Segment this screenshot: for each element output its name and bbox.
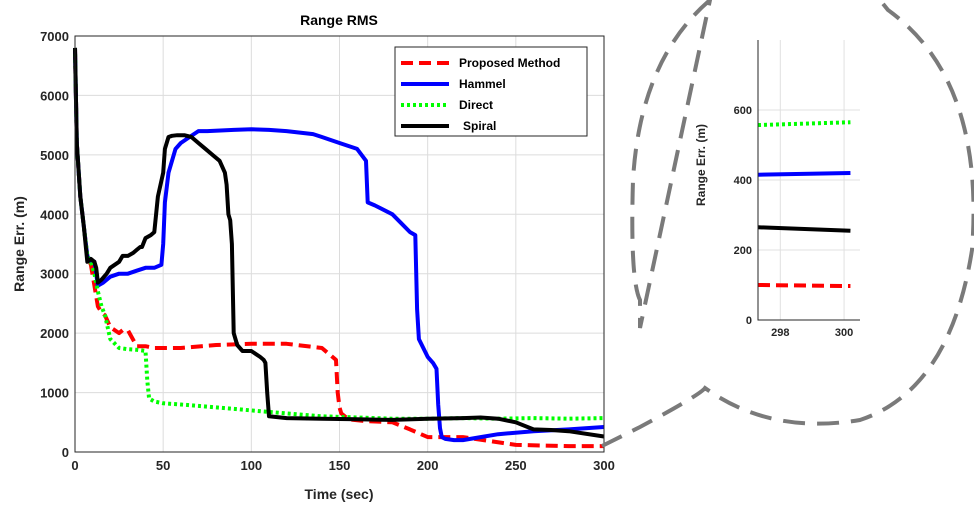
main-series-lines: [73, 47, 605, 449]
legend-label-proposed: Proposed Method: [459, 56, 560, 70]
x-tick-label: 250: [505, 458, 527, 473]
y-tick-label: 3000: [40, 267, 69, 282]
inset-tick-labels: 298 300 0 200 400 600: [734, 105, 854, 339]
x-tick-label: 200: [417, 458, 439, 473]
legend-label-hammel: Hammel: [459, 77, 506, 91]
legend-label-spiral: Spiral: [463, 119, 496, 133]
x-tick-label: 0: [71, 458, 78, 473]
y-tick-label: 4000: [40, 207, 69, 222]
zoom-callout-bubble: [601, 0, 974, 448]
inset-series-line-hammel: [757, 171, 851, 177]
legend: Proposed Method Hammel Direct Spiral: [394, 46, 588, 137]
inset-y-tick-label: 600: [734, 105, 752, 117]
series-line-spiral: [73, 47, 605, 439]
inset-series-lines: [757, 120, 851, 289]
inset-x-tick-label: 300: [835, 327, 853, 339]
series-line-proposed-method: [73, 47, 604, 449]
inset-series-line-spiral: [757, 225, 851, 233]
main-axes-box: [74, 35, 605, 453]
y-tick-label: 1000: [40, 386, 69, 401]
x-tick-label: 100: [240, 458, 262, 473]
main-tick-labels: 0 50 100 150 200 250 3000100020003000400050006…: [40, 29, 615, 473]
inset-y-tick-label: 0: [746, 315, 752, 327]
inset-x-tick-label: 298: [771, 327, 789, 339]
legend-label-direct: Direct: [459, 98, 493, 112]
y-axis-label: Range Err. (m): [11, 196, 27, 292]
inset-y-tick-label: 200: [734, 245, 752, 257]
x-tick-label: 50: [156, 458, 170, 473]
y-tick-label: 0: [62, 445, 69, 460]
inset-axes: [757, 40, 860, 321]
inset-y-axis-label: Range Err. (m): [694, 124, 708, 206]
y-tick-label: 2000: [40, 326, 69, 341]
inset-series-line-proposed-method: [757, 283, 851, 289]
chart-title: Range RMS: [300, 12, 378, 28]
x-tick-label: 300: [593, 458, 615, 473]
series-line-hammel: [73, 47, 605, 443]
x-axis-label: Time (sec): [305, 486, 374, 502]
y-tick-label: 6000: [40, 88, 69, 103]
inset-y-tick-label: 400: [734, 175, 752, 187]
y-tick-label: 5000: [40, 148, 69, 163]
x-tick-label: 150: [329, 458, 351, 473]
y-tick-label: 7000: [40, 29, 69, 44]
